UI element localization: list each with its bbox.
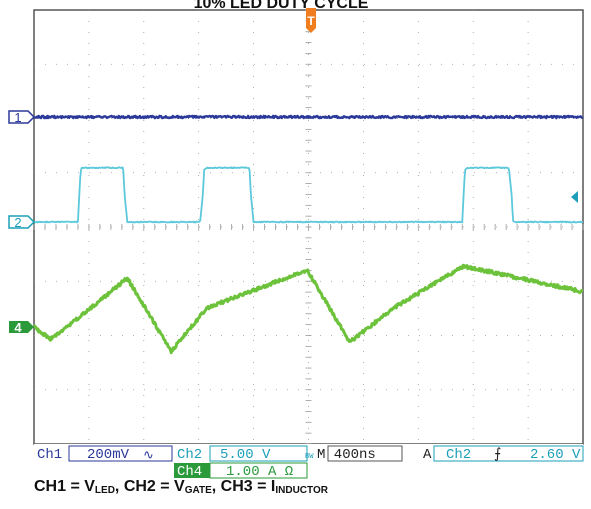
- trigger-box: [433, 445, 584, 462]
- ch4-reference-marker: 4: [9, 320, 34, 335]
- traces: [33, 114, 584, 355]
- caption-subscript: INDUCTOR: [275, 485, 328, 496]
- grid: [33, 9, 584, 445]
- ch1-scale: 200mV: [87, 447, 130, 463]
- timebase: M 400ns: [317, 447, 376, 463]
- chart-title: 10% LED DUTY CYCLE: [194, 0, 369, 12]
- ch1-coupling-icon: ∿: [143, 448, 154, 463]
- ch4-scale-box: [209, 462, 308, 479]
- readout-background: [34, 444, 583, 480]
- trigger-mode: A: [423, 447, 432, 463]
- trace-ch4: [33, 263, 584, 355]
- ch2-reference-marker: 2: [8, 215, 36, 230]
- ch1-scale-box: [68, 445, 173, 462]
- caption-part: , CH2 = V: [114, 478, 185, 495]
- caption-subscript: GATE: [184, 485, 212, 496]
- ch4-label-box: [174, 463, 210, 478]
- trace-ch1: [33, 114, 584, 120]
- plot-area: [33, 9, 584, 445]
- caption-part: CH1 = V: [34, 478, 95, 495]
- ch4-scale: 1.00 A Ω: [226, 464, 293, 480]
- trigger-marker-label: T: [307, 14, 315, 28]
- caption-subscript: LED: [94, 485, 115, 496]
- timebase-box: [327, 445, 403, 462]
- ch2-scale: 5.00 V: [220, 447, 271, 463]
- ch2-marker-label: 2: [14, 215, 21, 230]
- caption-part: , CH3 = I: [211, 478, 276, 495]
- ch1-reference-marker: 1: [8, 110, 36, 125]
- trigger-source: Ch2: [446, 447, 471, 463]
- ch2-scale-box: [209, 445, 308, 462]
- ch4-marker-label: 4: [14, 320, 22, 335]
- trigger-level: 2.60 V: [530, 447, 581, 463]
- trace-ch2: [33, 166, 584, 224]
- scope-readout: Ch1 200mV ∿ Ch2 5.00 V BW M 400ns A Ch2 …: [34, 444, 584, 480]
- ch1-marker-label: 1: [14, 110, 21, 125]
- figure-caption: CH1 = VLED, CH2 = VGATE, CH3 = IINDUCTOR: [34, 478, 328, 496]
- bandwidth-limit-icon: BW: [305, 453, 314, 461]
- trigger-slope-icon: ⨍: [494, 447, 501, 463]
- trigger-position-marker: T: [306, 8, 316, 33]
- ch1-label: Ch1: [37, 447, 62, 463]
- ch4-label: Ch4: [177, 464, 202, 480]
- ch2-label: Ch2: [177, 447, 202, 463]
- trigger-level-marker: [571, 191, 578, 203]
